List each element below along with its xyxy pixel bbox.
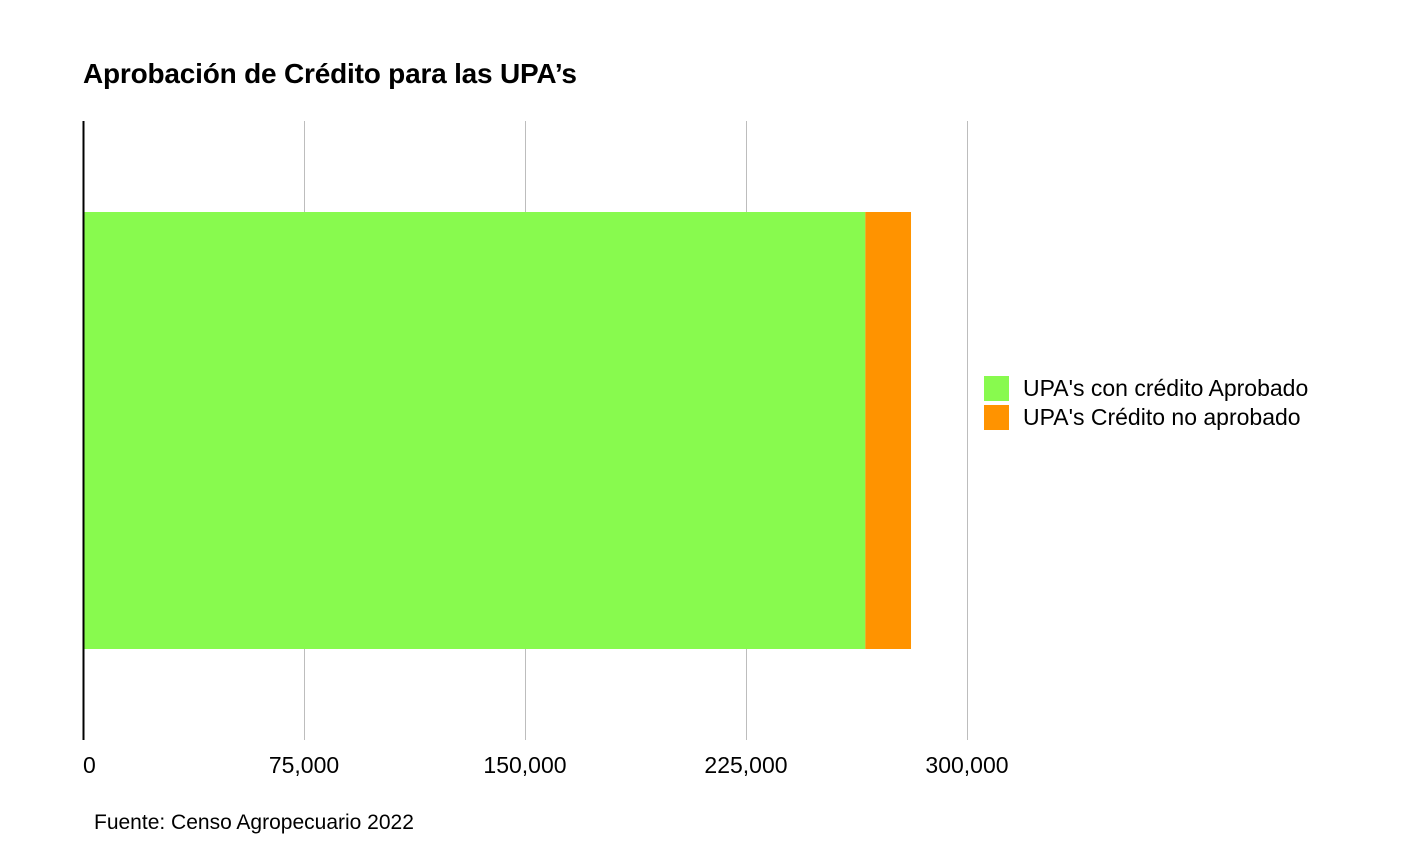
legend: UPA's con crédito Aprobado UPA's Crédito… [984,374,1308,432]
x-tick-label-0: 0 [83,752,96,778]
legend-item-approved: UPA's con crédito Aprobado [984,374,1308,403]
x-tick-label-3: 225,000 [704,752,787,778]
x-tick-label-2: 150,000 [483,752,566,778]
legend-label-approved: UPA's con crédito Aprobado [1023,375,1309,401]
x-tick-label-1: 75,000 [269,752,339,778]
bar-segment-approved [83,212,866,649]
x-tick-labels: 0 75,000 150,000 225,000 300,000 [83,752,1009,778]
source-note: Fuente: Censo Agropecuario 2022 [94,811,414,834]
bar-segment-not-approved [865,212,912,649]
legend-swatch-approved [984,376,1009,401]
legend-label-not-approved: UPA's Crédito no aprobado [1023,404,1301,430]
legend-swatch-not-approved [984,405,1009,430]
bars [83,212,912,649]
chart-title: Aprobación de Crédito para las UPA’s [83,58,577,89]
x-tick-label-4: 300,000 [925,752,1008,778]
legend-item-not-approved: UPA's Crédito no aprobado [984,403,1308,432]
